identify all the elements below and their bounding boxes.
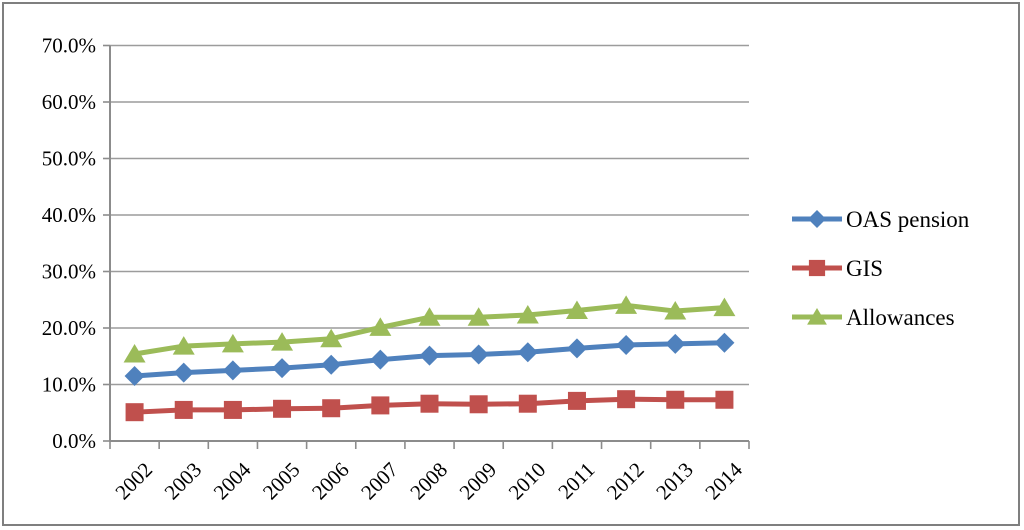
marker-allowances-2014	[713, 297, 736, 317]
marker-oas-pension-2009	[468, 344, 489, 365]
x-axis-tick-label: 2009	[455, 458, 502, 505]
y-axis-tick-label: 20.0%	[42, 316, 96, 340]
x-axis-tick-label: 2010	[504, 458, 551, 505]
legend-triangle-icon	[807, 308, 827, 325]
marker-oas-pension-2007	[370, 349, 391, 370]
marker-gis-2008	[420, 394, 439, 413]
x-axis-tick-label: 2014	[700, 457, 747, 504]
series-gis	[125, 390, 734, 422]
marker-allowances-2010	[516, 305, 539, 324]
x-axis-tick-label: 2007	[356, 458, 403, 505]
marker-gis-2005	[273, 399, 292, 418]
line-chart: 0.0% 10.0% 20.0% 30.0% 40.0% 50.0% 60.0% 70.0% 2…	[42, 34, 750, 505]
marker-gis-2009	[469, 395, 488, 414]
marker-gis-2004	[223, 400, 242, 419]
legend-label-allowances: Allowances	[846, 304, 955, 330]
legend: OAS pension GIS Allowances	[790, 204, 969, 351]
marker-gis-2013	[666, 390, 685, 409]
marker-gis-2002	[125, 403, 144, 422]
marker-allowances-2005	[271, 332, 294, 351]
x-axis-tick-label: 2002	[110, 458, 157, 505]
y-axis-tick-label: 70.0%	[42, 34, 96, 58]
legend-item-gis: GIS	[790, 253, 969, 283]
marker-gis-2014	[715, 390, 734, 409]
marker-oas-pension-2006	[321, 354, 342, 375]
y-axis-tick-label: 10.0%	[42, 373, 96, 397]
x-axis-tick-label: 2011	[553, 458, 599, 504]
y-axis-tick-label: 0.0%	[52, 429, 96, 453]
series-oas-pension	[124, 332, 735, 387]
marker-gis-2007	[371, 396, 390, 415]
x-axis-tick-label: 2012	[602, 458, 649, 505]
y-axis-tick-label: 30.0%	[42, 260, 96, 284]
x-axis-tick-label: 2003	[160, 458, 207, 505]
x-axis-tick-label: 2004	[209, 457, 256, 504]
marker-oas-pension-2002	[124, 366, 145, 387]
marker-gis-2010	[518, 394, 537, 413]
marker-oas-pension-2013	[665, 333, 686, 354]
marker-oas-pension-2010	[517, 342, 538, 363]
legend-item-oas-pension: OAS pension	[790, 204, 969, 234]
marker-oas-pension-2008	[419, 345, 440, 366]
x-axis-tick-label: 2008	[405, 458, 452, 505]
marker-gis-2012	[617, 390, 636, 409]
marker-gis-2003	[174, 400, 193, 419]
allowances-legend-marker-icon	[792, 308, 842, 325]
marker-allowances-2003	[172, 336, 195, 355]
marker-oas-pension-2014	[714, 332, 735, 353]
legend-square-icon	[808, 259, 826, 277]
marker-allowances-2007	[369, 317, 392, 336]
marker-allowances-2011	[565, 300, 588, 319]
legend-item-allowances: Allowances	[790, 302, 969, 332]
marker-oas-pension-2012	[616, 334, 637, 355]
gis-legend-marker-icon	[792, 259, 842, 277]
marker-allowances-2009	[467, 307, 490, 326]
marker-allowances-2004	[221, 333, 244, 353]
marker-oas-pension-2005	[272, 358, 293, 379]
oas-pension-legend-marker-icon	[792, 210, 842, 228]
x-axis-tick-label: 2013	[651, 458, 698, 505]
x-axis-tick-label: 2006	[307, 458, 354, 505]
y-axis-tick-label: 50.0%	[42, 147, 96, 171]
marker-allowances-2002	[123, 343, 146, 363]
marker-oas-pension-2003	[173, 362, 194, 383]
x-axis-tick-label: 2005	[258, 458, 305, 505]
marker-gis-2006	[322, 399, 341, 418]
y-axis-tick-label: 60.0%	[42, 90, 96, 114]
marker-allowances-2013	[664, 301, 687, 320]
legend-diamond-icon	[808, 210, 826, 228]
marker-oas-pension-2011	[566, 338, 587, 359]
y-axis-tick-label: 40.0%	[42, 203, 96, 227]
marker-gis-2011	[567, 391, 586, 410]
marker-allowances-2006	[320, 328, 343, 348]
marker-allowances-2008	[418, 307, 441, 326]
legend-label-gis: GIS	[846, 255, 884, 281]
legend-label-oas-pension: OAS pension	[846, 206, 970, 232]
marker-oas-pension-2004	[222, 360, 243, 381]
series-allowances	[123, 295, 736, 363]
marker-allowances-2012	[615, 295, 638, 314]
